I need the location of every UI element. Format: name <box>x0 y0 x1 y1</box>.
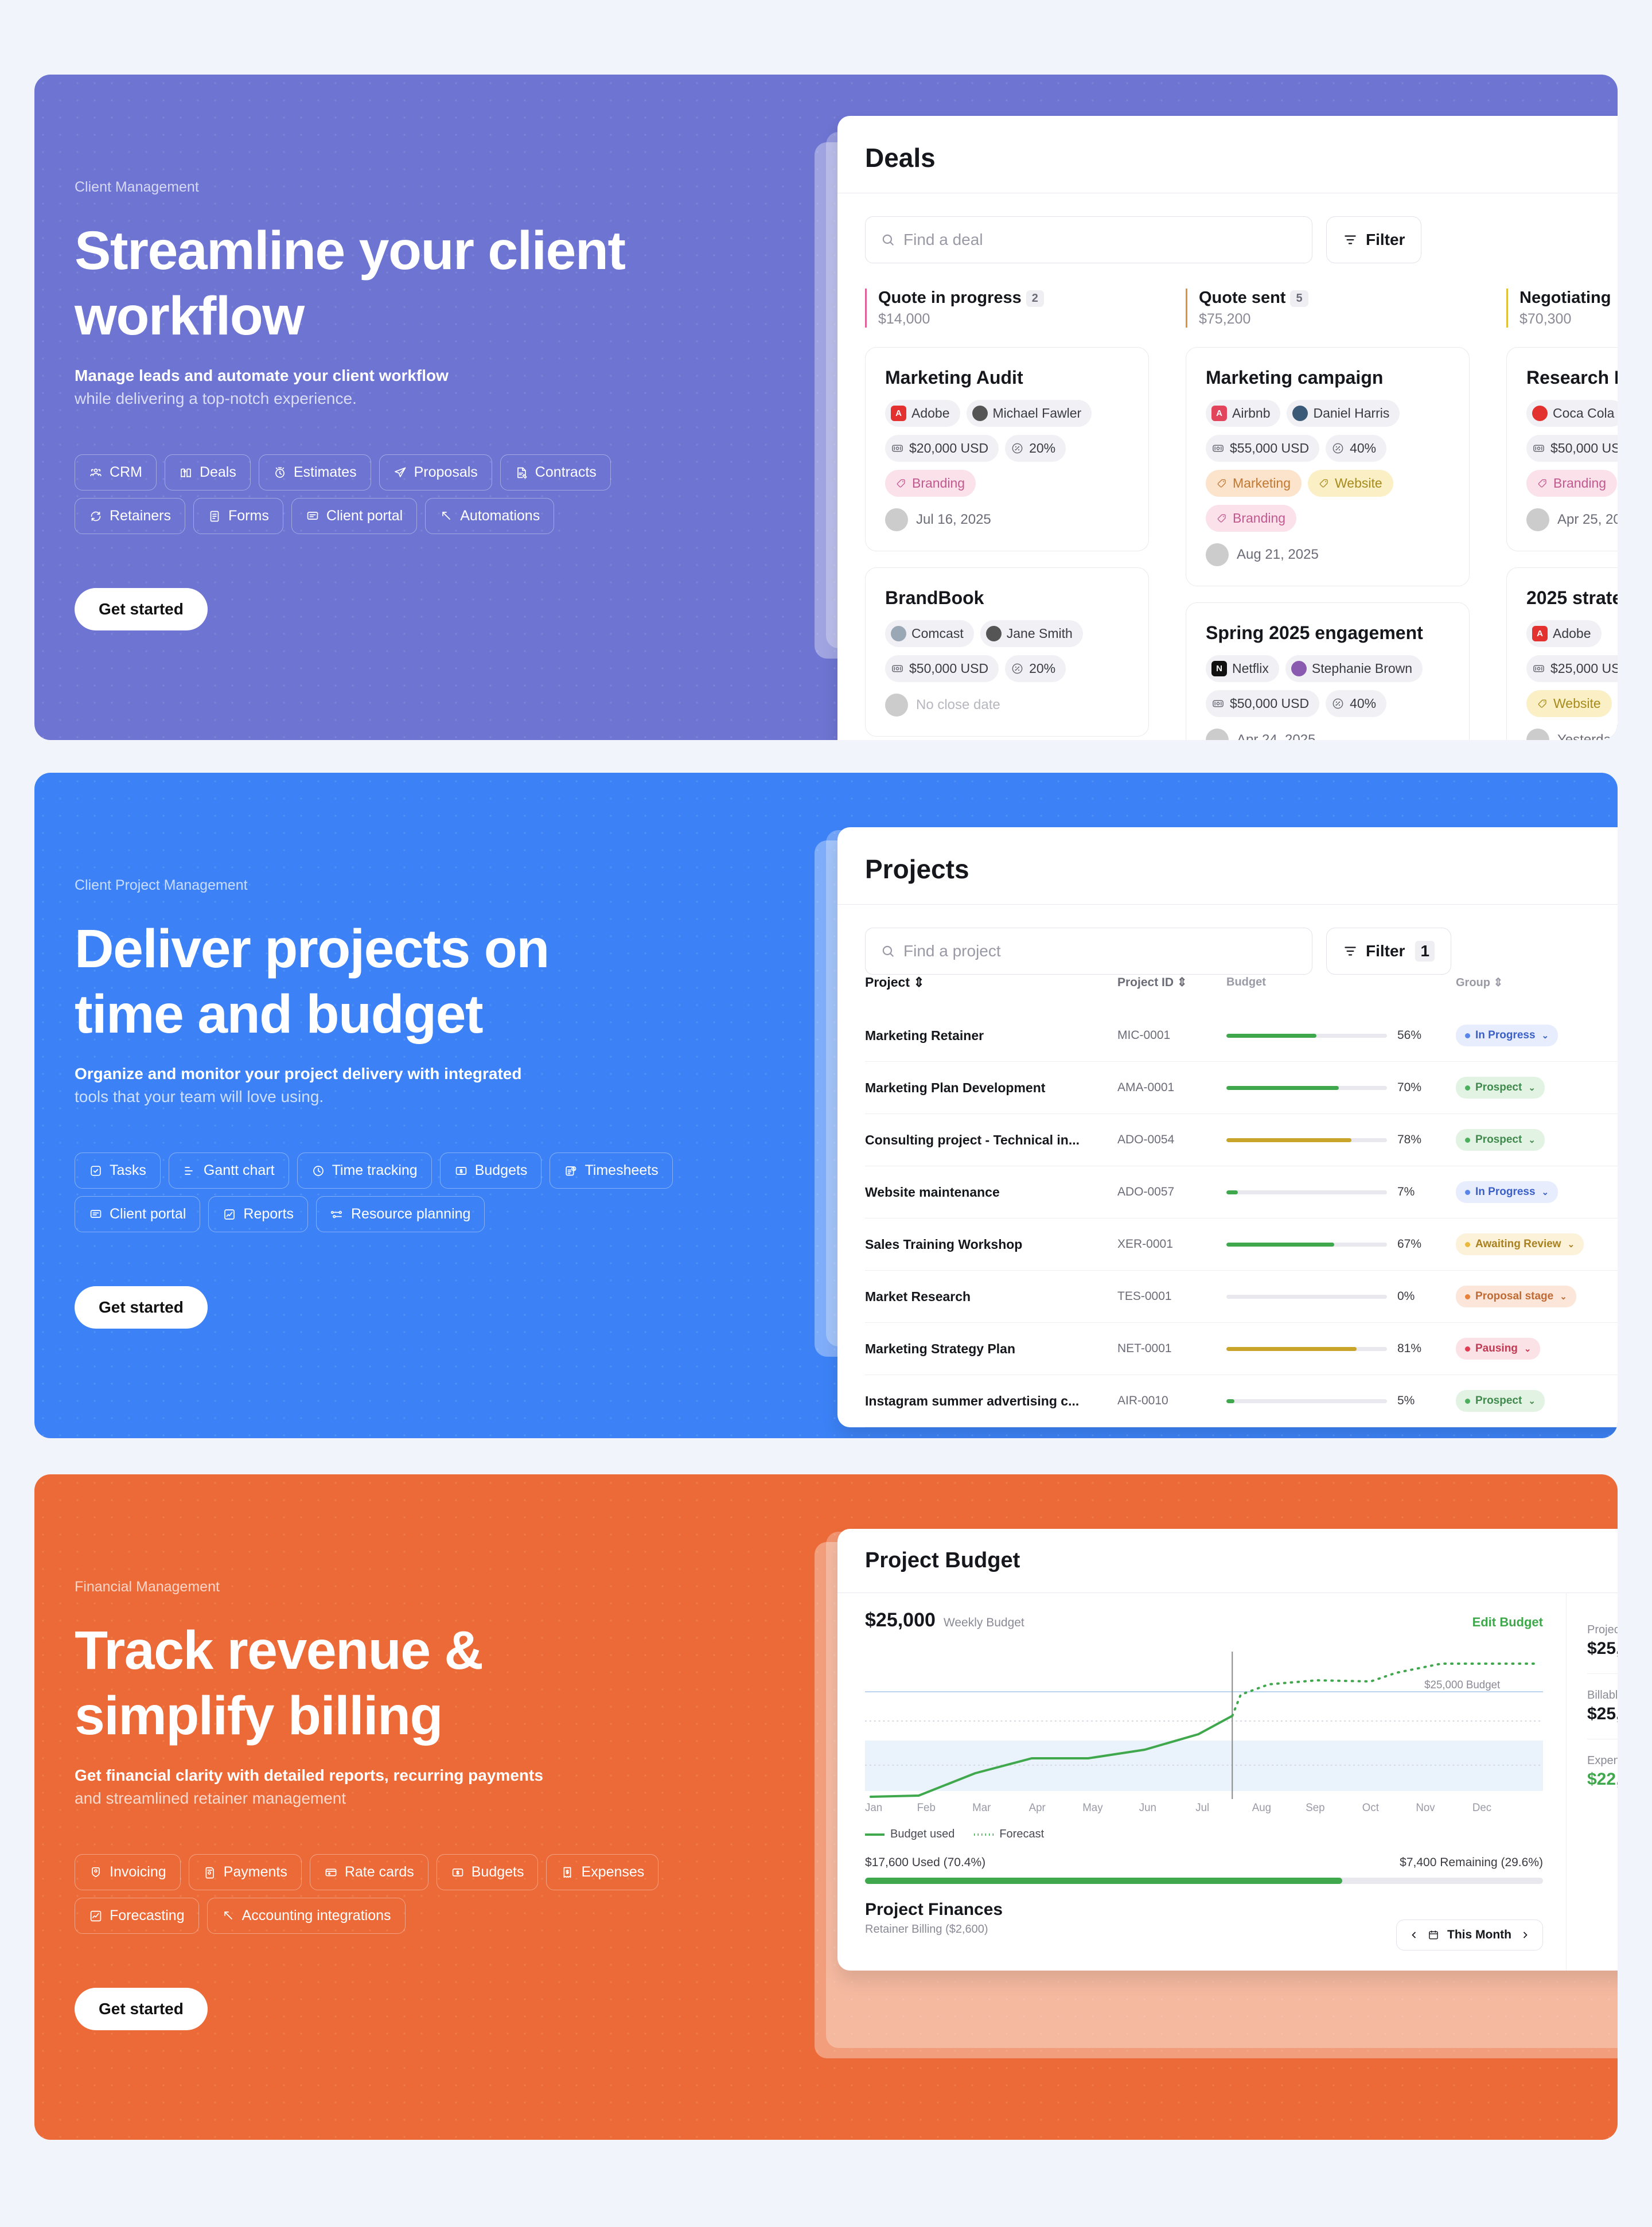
svg-text:Jul: Jul <box>1195 1801 1209 1813</box>
svg-text:Apr: Apr <box>1029 1801 1046 1813</box>
svg-text:Aug: Aug <box>1252 1801 1271 1813</box>
svg-text:May: May <box>1082 1801 1103 1813</box>
svg-text:$25,000 Budget: $25,000 Budget <box>1424 1679 1501 1691</box>
svg-text:Dec: Dec <box>1472 1801 1491 1813</box>
svg-text:Oct: Oct <box>1362 1801 1380 1813</box>
svg-text:Sep: Sep <box>1306 1801 1324 1813</box>
svg-text:Jan: Jan <box>865 1801 882 1813</box>
svg-text:Feb: Feb <box>917 1801 936 1813</box>
svg-text:Nov: Nov <box>1416 1801 1435 1813</box>
svg-text:Mar: Mar <box>972 1801 991 1813</box>
svg-text:Jun: Jun <box>1139 1801 1156 1813</box>
